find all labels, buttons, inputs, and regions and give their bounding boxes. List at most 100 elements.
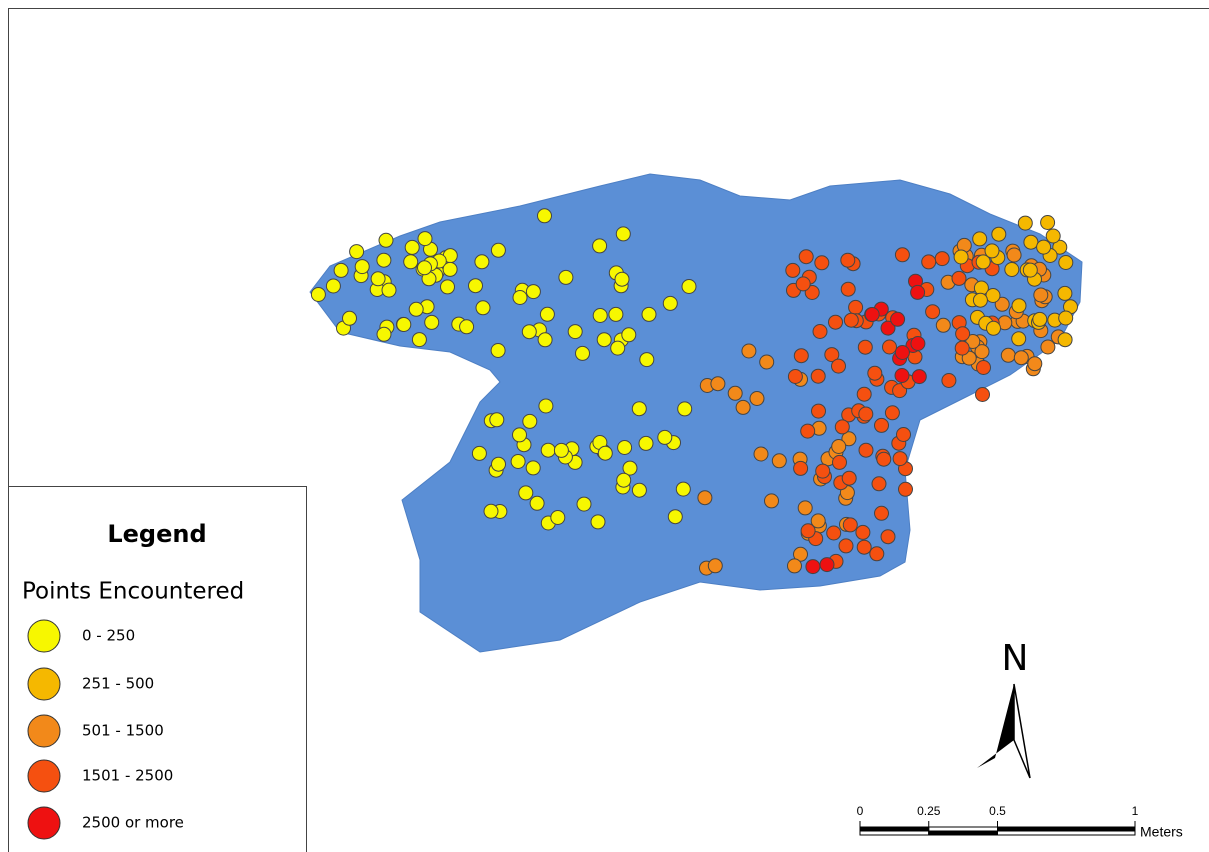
point — [911, 285, 925, 299]
point — [1058, 286, 1072, 300]
point — [872, 477, 886, 491]
point — [576, 346, 590, 360]
point — [870, 547, 884, 561]
point — [976, 388, 990, 402]
point — [877, 452, 891, 466]
point — [377, 327, 391, 341]
scale-segment — [860, 831, 929, 835]
point — [829, 315, 843, 329]
point — [326, 279, 340, 293]
point — [472, 446, 486, 460]
point — [658, 430, 672, 444]
point — [551, 511, 565, 525]
point — [409, 302, 423, 316]
point — [796, 277, 810, 291]
point — [593, 239, 607, 253]
point — [922, 255, 936, 269]
point — [794, 461, 808, 475]
point — [1012, 299, 1026, 313]
point — [491, 243, 505, 257]
point — [492, 457, 506, 471]
point — [491, 344, 505, 358]
point — [1005, 263, 1019, 277]
point — [992, 227, 1006, 241]
point — [806, 560, 820, 574]
point — [711, 377, 725, 391]
point — [942, 374, 956, 388]
point — [377, 253, 391, 267]
point — [611, 341, 625, 355]
point — [973, 232, 987, 246]
point — [541, 443, 555, 457]
point — [418, 232, 432, 246]
point — [1041, 340, 1055, 354]
point — [559, 270, 573, 284]
point — [441, 280, 455, 294]
scale-segment — [860, 827, 929, 831]
point — [832, 440, 846, 454]
point — [379, 233, 393, 247]
point — [798, 501, 812, 515]
point — [858, 340, 872, 354]
point — [801, 424, 815, 438]
point — [885, 406, 899, 420]
point — [475, 255, 489, 269]
point — [844, 313, 858, 327]
point — [1033, 312, 1047, 326]
point — [538, 209, 552, 223]
point — [676, 482, 690, 496]
point — [816, 464, 830, 478]
legend-swatch — [28, 807, 60, 839]
point — [812, 404, 826, 418]
point — [843, 518, 857, 532]
point — [530, 496, 544, 510]
point — [955, 341, 969, 355]
point — [355, 260, 369, 274]
point — [484, 504, 498, 518]
point — [708, 559, 722, 573]
point — [538, 333, 552, 347]
point — [1023, 263, 1037, 277]
point — [678, 402, 692, 416]
scale-tick-label: 0.5 — [989, 804, 1006, 818]
point — [597, 333, 611, 347]
point — [526, 461, 540, 475]
point — [598, 446, 612, 460]
point — [1059, 256, 1073, 270]
scale-unit: Meters — [1140, 824, 1183, 840]
point — [522, 325, 536, 339]
point — [343, 311, 357, 325]
point — [813, 325, 827, 339]
point — [622, 328, 636, 342]
point — [511, 455, 525, 469]
point — [895, 369, 909, 383]
scale-tick-label: 0 — [857, 804, 864, 818]
point — [577, 497, 591, 511]
point — [1024, 235, 1038, 249]
point — [469, 279, 483, 293]
scale-segment — [998, 827, 1136, 831]
point — [875, 418, 889, 432]
point — [632, 483, 646, 497]
point — [616, 227, 630, 241]
point — [832, 359, 846, 373]
point — [1037, 240, 1051, 254]
point — [617, 473, 631, 487]
point — [799, 250, 813, 264]
point — [839, 539, 853, 553]
point — [954, 250, 968, 264]
point — [893, 452, 907, 466]
point — [640, 353, 654, 367]
scale-segment — [929, 827, 998, 831]
point — [1007, 248, 1021, 262]
point — [742, 344, 756, 358]
point — [540, 307, 554, 321]
point — [842, 471, 856, 485]
legend-label: 0 - 250 — [82, 627, 135, 645]
point — [833, 455, 847, 469]
scale-segment — [998, 831, 1136, 835]
point — [760, 355, 774, 369]
legend-title: Legend — [107, 520, 206, 548]
point — [1041, 216, 1055, 230]
point — [895, 346, 909, 360]
